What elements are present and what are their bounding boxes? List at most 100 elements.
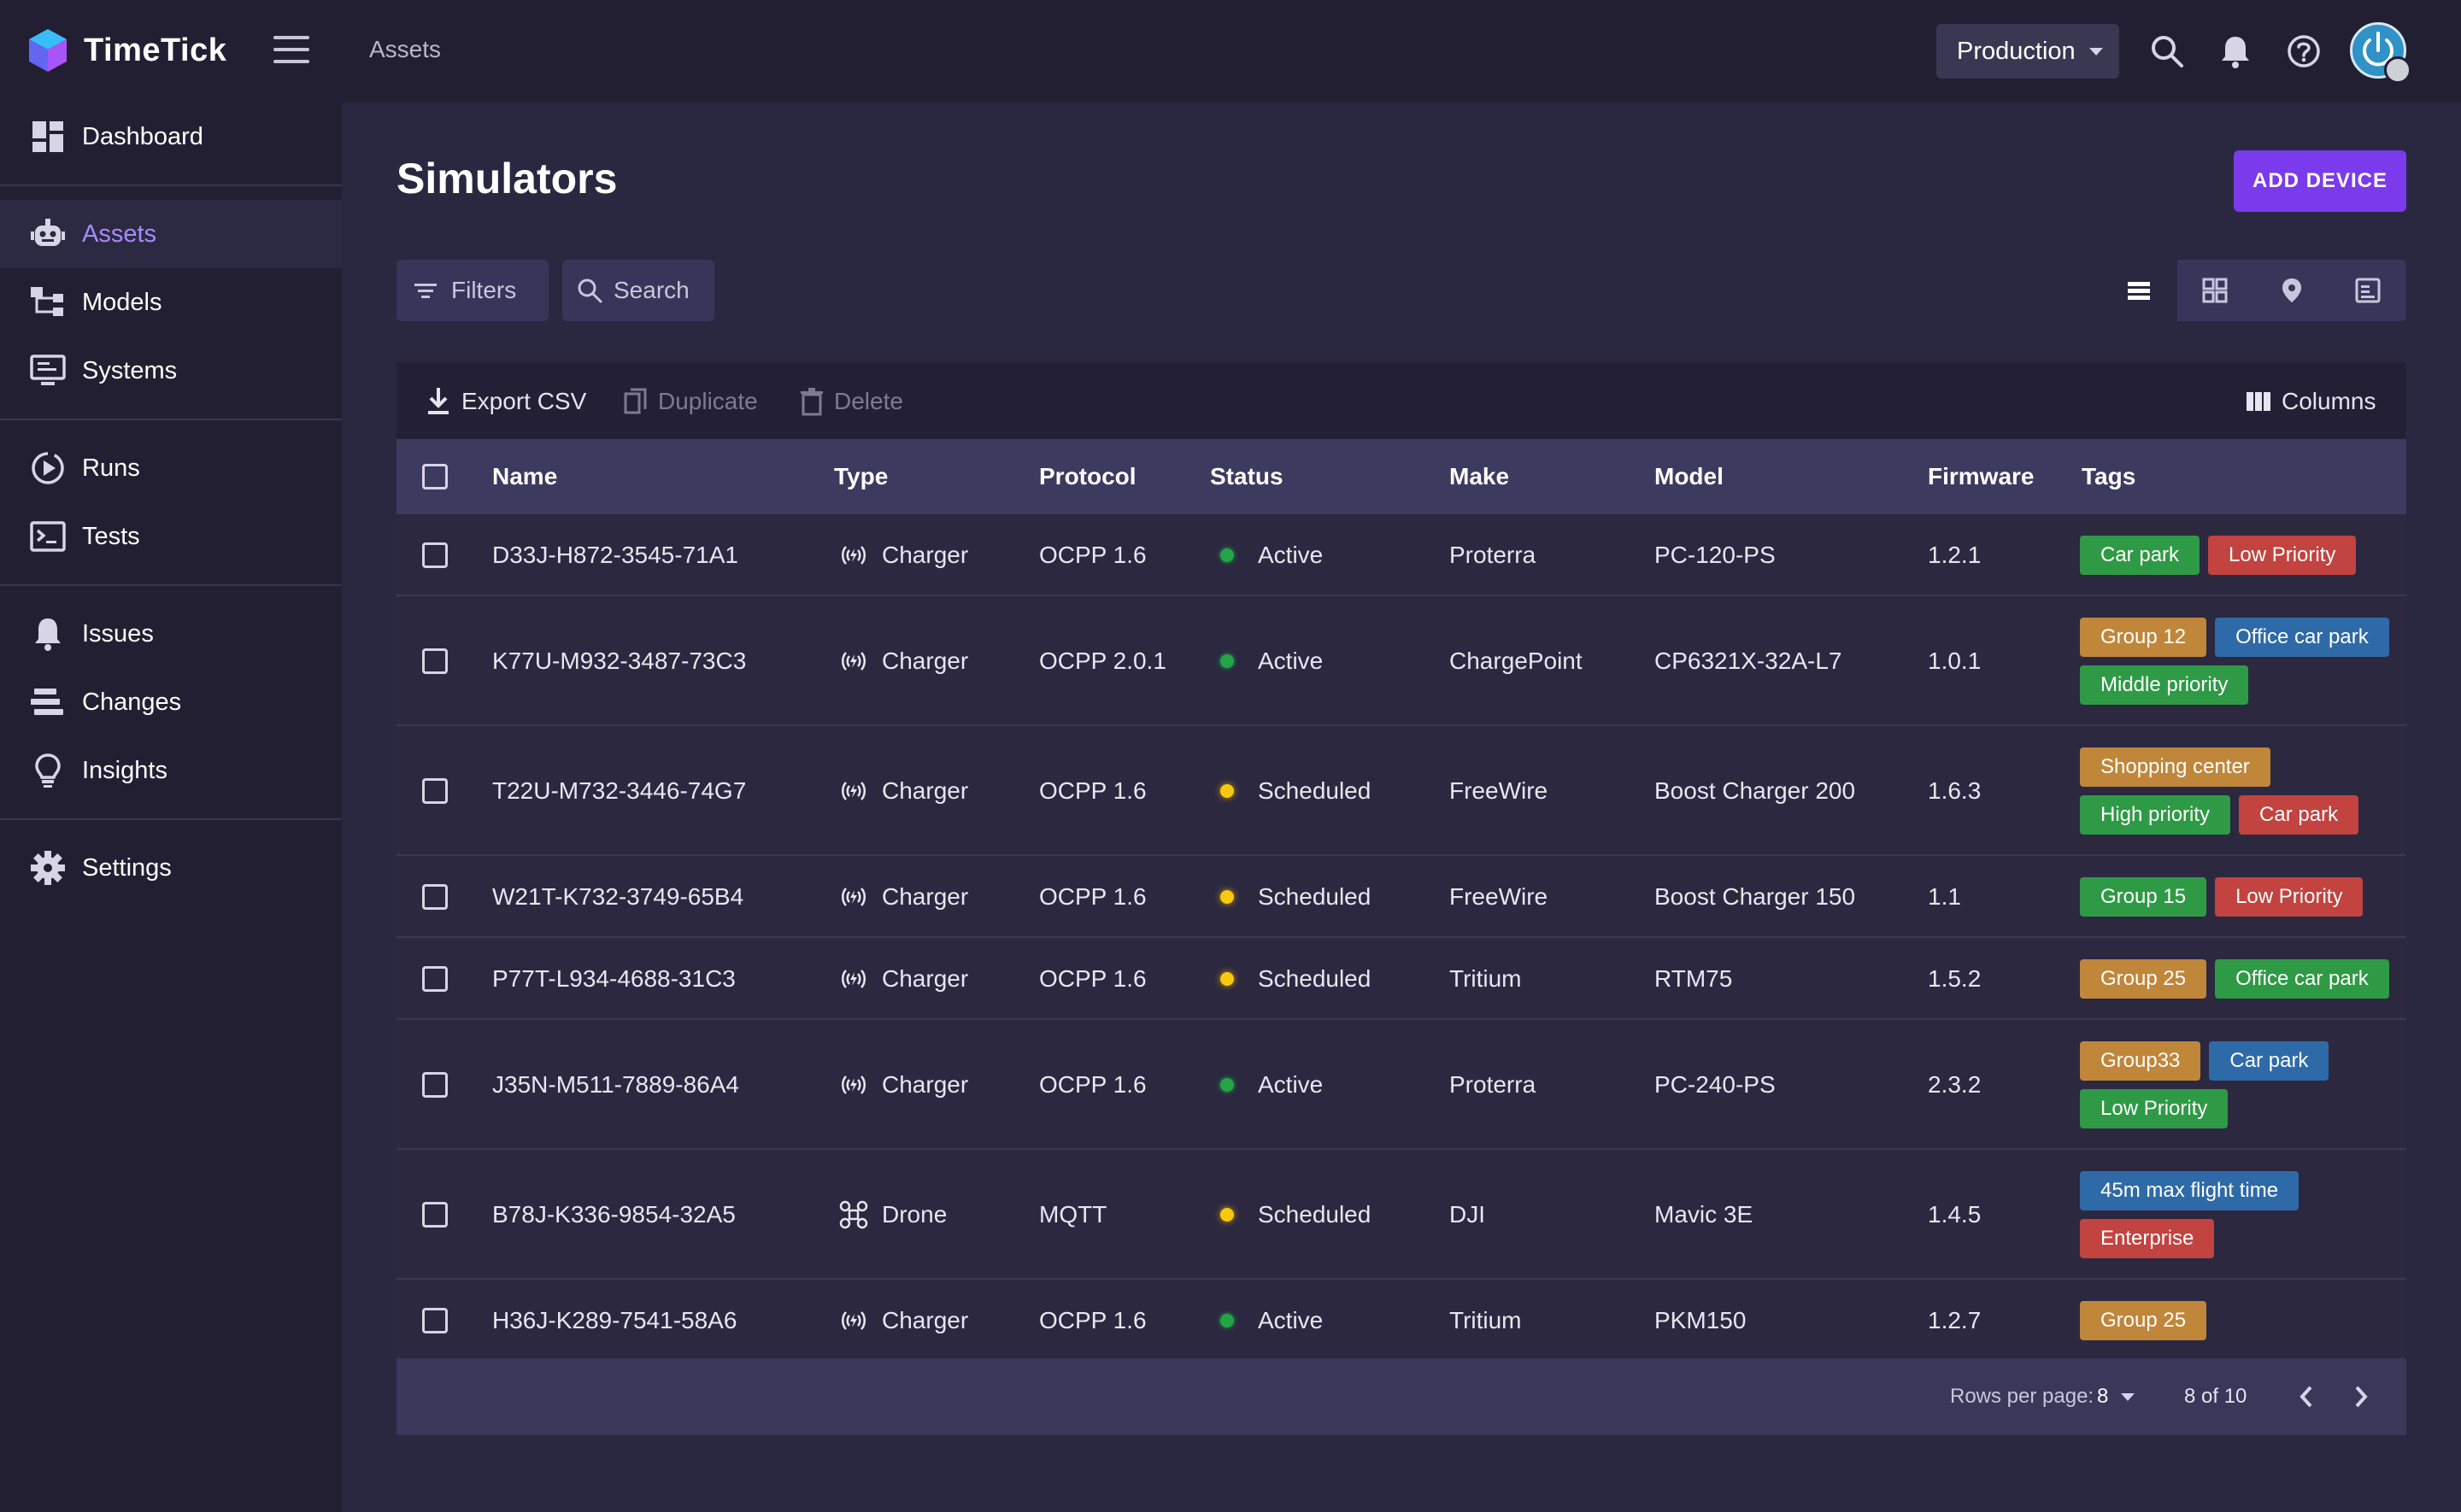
tag-badge[interactable]: Shopping center — [2080, 747, 2270, 787]
tag-badge[interactable]: Low Priority — [2215, 877, 2364, 917]
sidebar-item-settings[interactable]: Settings — [0, 834, 342, 902]
cell-firmware: 1.0.1 — [1928, 648, 1982, 674]
tag-badge[interactable]: Low Priority — [2208, 536, 2357, 575]
column-header-tags[interactable]: Tags — [2082, 463, 2136, 489]
hierarchy-icon — [31, 287, 63, 316]
tag-badge[interactable]: Group 25 — [2080, 959, 2207, 999]
tag-badge[interactable]: Office car park — [2215, 959, 2389, 999]
column-header-firmware[interactable]: Firmware — [1928, 463, 2035, 489]
row-checkbox[interactable] — [422, 1308, 448, 1333]
column-header-model[interactable]: Model — [1654, 463, 1724, 489]
table-row[interactable]: T22U-M732-3446-74G7 Charger OCPP 1.6 Schedu… — [396, 726, 2406, 856]
row-checkbox[interactable] — [422, 542, 448, 568]
sidebar-divider — [0, 185, 342, 186]
user-avatar[interactable] — [2350, 22, 2406, 79]
tag-badge[interactable]: Group 15 — [2080, 877, 2207, 917]
tag-badge[interactable]: Low Priority — [2080, 1089, 2229, 1128]
cell-name: H36J-K289-7541-58A6 — [492, 1307, 737, 1333]
row-checkbox[interactable] — [422, 648, 448, 674]
app-logo[interactable]: TimeTick — [27, 27, 226, 73]
cell-firmware: 1.2.1 — [1928, 542, 1982, 568]
rows-per-page-select[interactable]: 8 — [2097, 1385, 2109, 1408]
environment-select[interactable]: Production — [1936, 24, 2119, 79]
row-checkbox[interactable] — [422, 884, 448, 910]
cell-protocol: OCPP 1.6 — [1039, 1071, 1147, 1098]
duplicate-button[interactable]: Duplicate — [624, 384, 758, 419]
column-header-protocol[interactable]: Protocol — [1039, 463, 1137, 489]
power-logo-icon — [2363, 32, 2393, 67]
table-row[interactable]: P77T-L934-4688-31C3 Charger OCPP 1.6 Schedu… — [396, 938, 2406, 1020]
column-header-name[interactable]: Name — [492, 463, 558, 489]
menu-toggle-icon[interactable] — [273, 36, 309, 67]
caret-down-icon[interactable] — [2121, 1393, 2135, 1401]
row-checkbox[interactable] — [422, 966, 448, 992]
tag-badge[interactable]: Group 12 — [2080, 618, 2207, 657]
row-checkbox[interactable] — [422, 1072, 448, 1098]
notifications-bell-icon[interactable] — [2217, 32, 2254, 70]
table-row[interactable]: K77U-M932-3487-73C3 Charger OCPP 2.0.1 Acti… — [396, 596, 2406, 726]
tag-badge[interactable]: Group33 — [2080, 1041, 2201, 1081]
tags-cell: Car park Low Priority — [2080, 536, 2405, 583]
table-row[interactable]: H36J-K289-7541-58A6 Charger OCPP 1.6 Active… — [396, 1280, 2406, 1362]
sidebar-item-tests[interactable]: Tests — [0, 502, 342, 571]
export-csv-button[interactable]: Export CSV — [426, 384, 586, 419]
sidebar-item-changes[interactable]: Changes — [0, 668, 342, 736]
cell-model: Boost Charger 150 — [1654, 883, 1856, 910]
delete-button[interactable]: Delete — [800, 384, 903, 419]
search-icon — [578, 278, 602, 303]
column-header-status[interactable]: Status — [1210, 463, 1283, 489]
table-row[interactable]: J35N-M511-7889-86A4 Charger OCPP 1.6 Active… — [396, 1020, 2406, 1150]
column-header-type[interactable]: Type — [834, 463, 889, 489]
status-indicator — [1220, 1208, 1234, 1222]
list-view-button[interactable] — [2100, 260, 2177, 321]
tag-badge[interactable]: 45m max flight time — [2080, 1171, 2299, 1210]
map-view-button[interactable] — [2253, 260, 2330, 321]
columns-icon — [2247, 392, 2270, 411]
tag-badge[interactable]: Car park — [2080, 536, 2200, 575]
sidebar-item-issues[interactable]: Issues — [0, 600, 342, 668]
tag-badge[interactable]: Car park — [2239, 795, 2359, 835]
list-view-icon — [2127, 282, 2150, 300]
view-mode-toggle — [2100, 260, 2406, 321]
sidebar-item-dashboard[interactable]: Dashboard — [0, 103, 342, 171]
tag-badge[interactable]: Car park — [2209, 1041, 2329, 1081]
sidebar-item-models[interactable]: Models — [0, 268, 342, 337]
report-view-button[interactable] — [2330, 260, 2407, 321]
filter-icon — [414, 284, 437, 298]
row-checkbox[interactable] — [422, 1202, 448, 1228]
duplicate-label: Duplicate — [658, 388, 758, 414]
column-header-make[interactable]: Make — [1449, 463, 1510, 489]
cell-name: D33J-H872-3545-71A1 — [492, 542, 738, 568]
charger-signal-icon — [842, 1075, 866, 1094]
tag-badge[interactable]: Enterprise — [2080, 1219, 2215, 1258]
add-device-button[interactable]: ADD DEVICE — [2234, 150, 2406, 212]
grid-view-button[interactable] — [2177, 260, 2254, 321]
cell-type: Charger — [882, 1071, 969, 1098]
table-row[interactable]: D33J-H872-3545-71A1 Charger OCPP 1.6 Active… — [396, 514, 2406, 596]
table-row[interactable]: W21T-K732-3749-65B4 Charger OCPP 1.6 Schedu… — [396, 856, 2406, 938]
filters-button[interactable]: Filters — [396, 260, 549, 321]
sidebar-item-insights[interactable]: Insights — [0, 736, 342, 805]
rows-per-page-label: Rows per page: — [1950, 1385, 2094, 1408]
tag-badge[interactable]: Middle priority — [2080, 665, 2249, 705]
search-icon[interactable] — [2148, 32, 2186, 70]
sidebar-item-runs[interactable]: Runs — [0, 434, 342, 502]
sidebar-item-systems[interactable]: Systems — [0, 337, 342, 405]
columns-button[interactable]: Columns — [2246, 384, 2376, 419]
tag-badge[interactable]: High priority — [2080, 795, 2231, 835]
cell-name: T22U-M732-3446-74G7 — [492, 777, 747, 804]
row-checkbox[interactable] — [422, 778, 448, 804]
sidebar-item-assets[interactable]: Assets — [0, 200, 342, 268]
charger-signal-icon — [842, 652, 866, 671]
tag-badge[interactable]: Group 25 — [2080, 1301, 2207, 1340]
sidebar-item-label: Runs — [82, 454, 140, 482]
help-icon[interactable] — [2285, 32, 2323, 70]
cell-protocol: MQTT — [1039, 1201, 1107, 1228]
chevron-right-icon[interactable] — [2348, 1382, 2374, 1411]
table-header: Name Type Protocol Status Make Model Fir… — [396, 439, 2406, 514]
search-button[interactable]: Search — [562, 260, 714, 321]
chevron-left-icon[interactable] — [2294, 1382, 2319, 1411]
tag-badge[interactable]: Office car park — [2215, 618, 2389, 657]
select-all-checkbox[interactable] — [422, 464, 448, 489]
table-row[interactable]: B78J-K336-9854-32A5 Drone MQTT Scheduled DJI… — [396, 1150, 2406, 1280]
